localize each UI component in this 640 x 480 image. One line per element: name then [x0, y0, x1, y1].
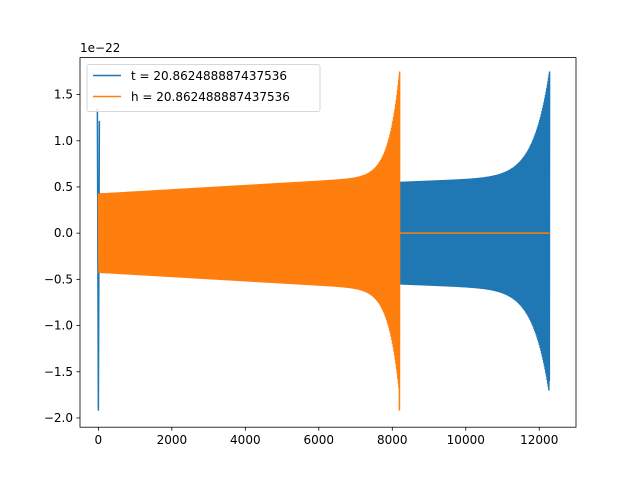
- x-tick-label: 6000: [304, 433, 335, 447]
- legend: t = 20.862488887437536 h = 20.8624888874…: [86, 64, 321, 112]
- x-axis: 0 2000 4000 6000 8000 10000 12000: [95, 427, 558, 447]
- series-line-h: [97, 71, 401, 411]
- x-tick-label: 8000: [377, 433, 408, 447]
- legend-label-t: t = 20.862488887437536: [131, 69, 287, 83]
- y-tick-label: −1.0: [44, 319, 73, 333]
- x-tick-label: 12000: [520, 433, 558, 447]
- y-tick-label: −0.5: [44, 272, 73, 286]
- x-tick-label: 4000: [230, 433, 261, 447]
- y-tick-label: −1.5: [44, 365, 73, 379]
- y-tick-label: 0.0: [54, 226, 73, 240]
- x-tick-label: 10000: [447, 433, 485, 447]
- plot-frame: [79, 57, 577, 428]
- x-tick-label: 2000: [157, 433, 188, 447]
- y-tick-label: 1.0: [54, 134, 73, 148]
- legend-label-h: h = 20.862488887437536: [131, 90, 290, 104]
- legend-box: [86, 64, 321, 112]
- y-tick-label: −2.0: [44, 411, 73, 425]
- y-offset-label: 1e−22: [80, 41, 120, 55]
- y-tick-label: 1.5: [54, 88, 73, 102]
- y-axis: 1.5 1.0 0.5 0.0 −0.5 −1.0 −1.5 −2.0: [44, 88, 80, 425]
- x-tick-label: 0: [95, 433, 103, 447]
- y-tick-label: 0.5: [54, 180, 73, 194]
- series-layer: [96, 71, 551, 411]
